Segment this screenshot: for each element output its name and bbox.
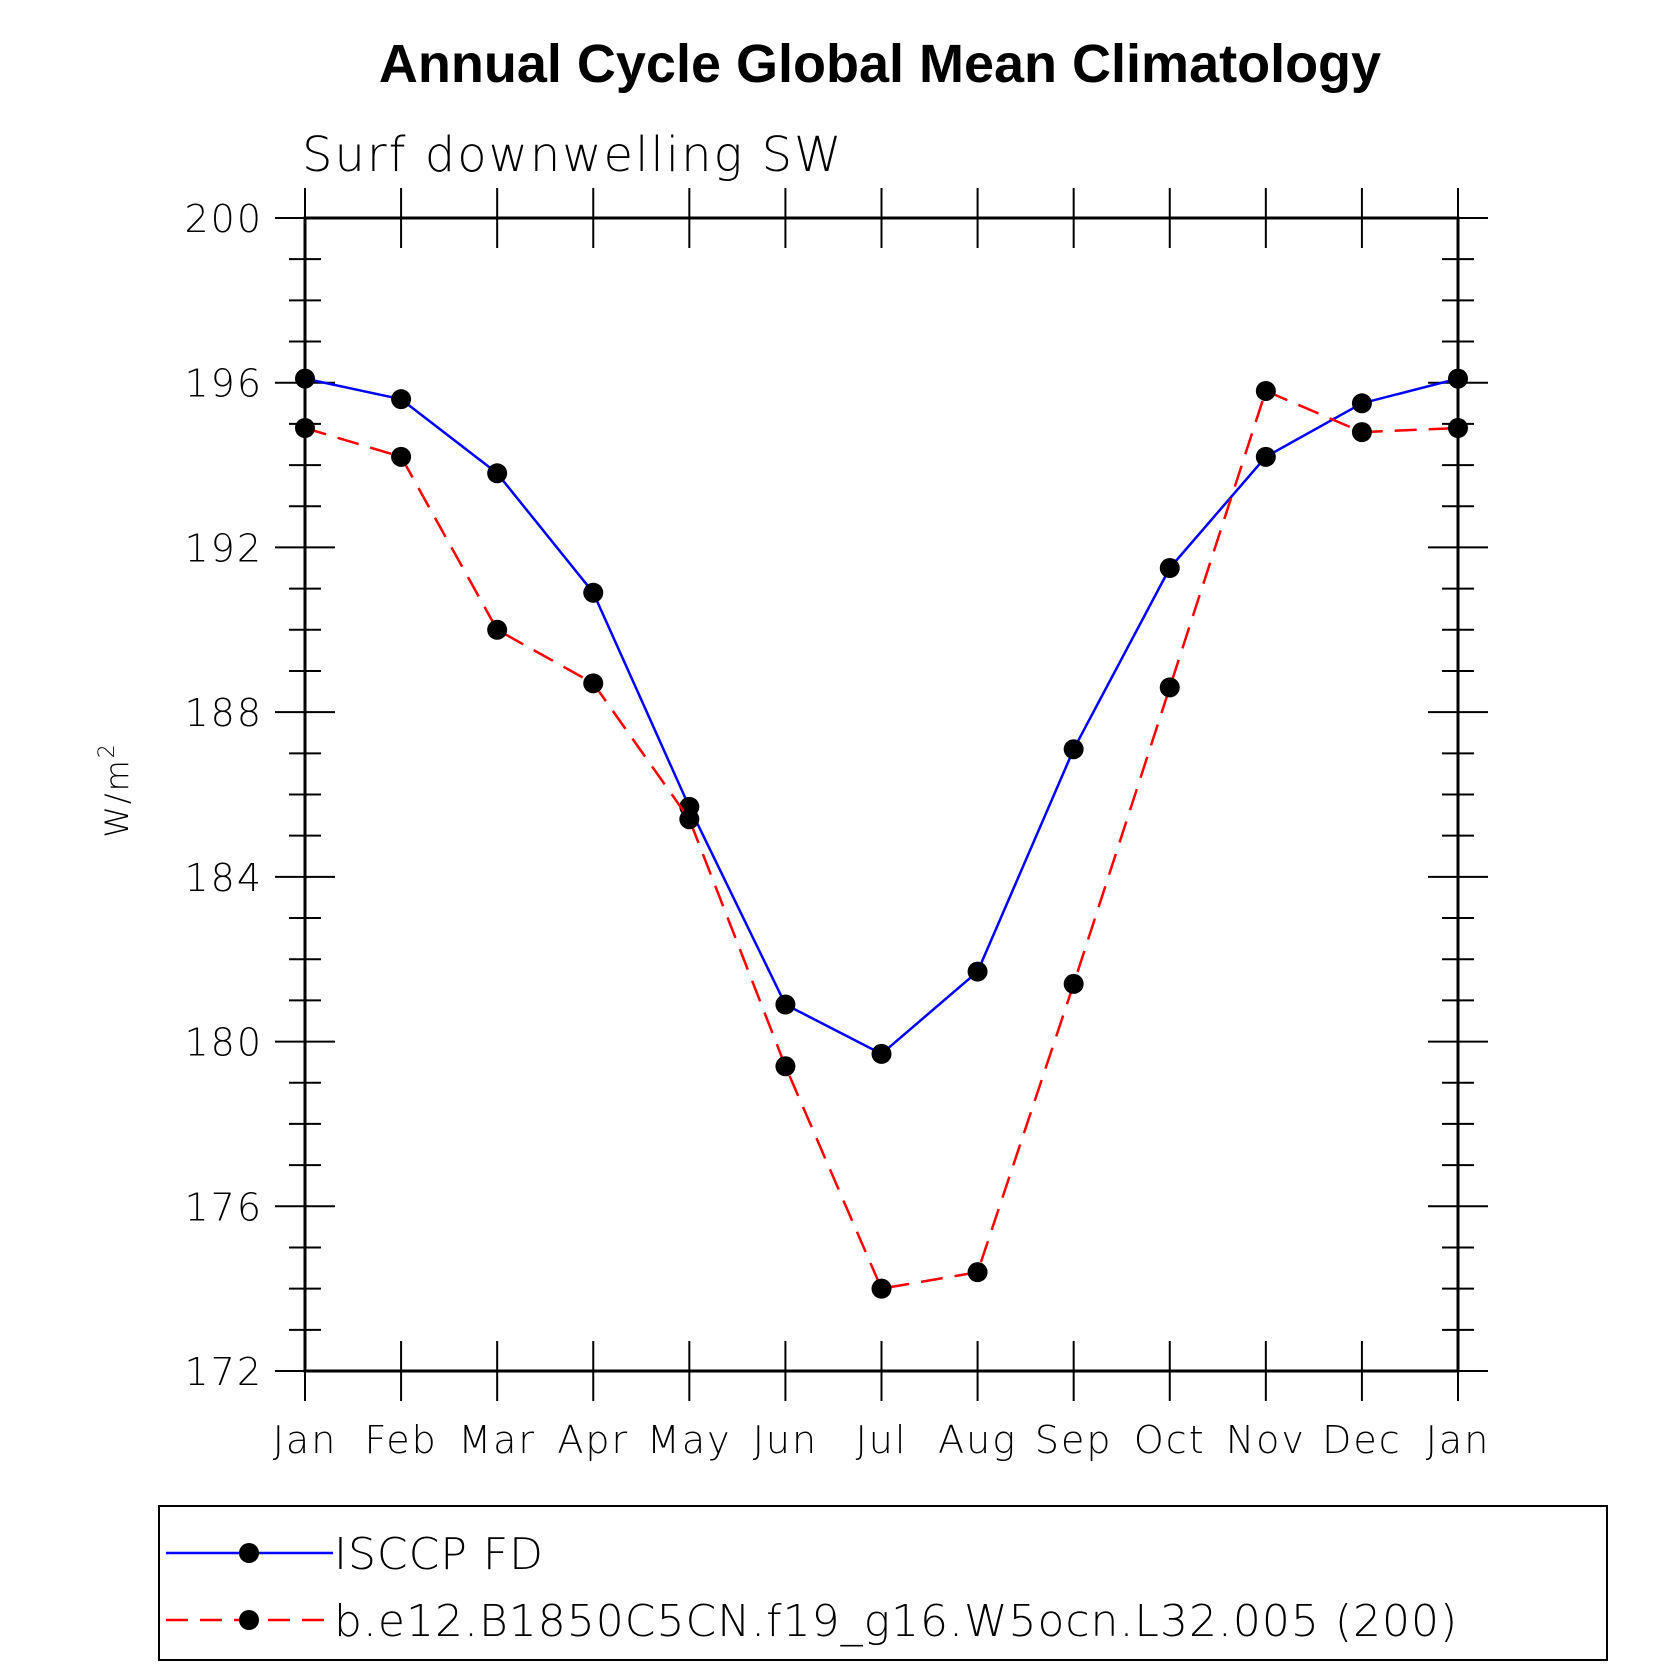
y-axis-label-superscript: 2 (95, 742, 120, 758)
data-point (1351, 393, 1372, 414)
legend: ISCCP FD b.e12.B1850C5CN.f19_g16.W5ocn.L3… (166, 1529, 1458, 1647)
data-point (487, 463, 508, 484)
x-tick-label: Jan (273, 1418, 338, 1462)
y-tick-label: 200 (184, 197, 263, 241)
x-tick-label: Oct (1134, 1418, 1206, 1462)
x-tick-label: May (647, 1418, 732, 1462)
data-point (967, 1262, 988, 1283)
data-point (391, 389, 412, 410)
x-tick-label: Apr (557, 1418, 629, 1462)
legend-label: b.e12.B1850C5CN.f19_g16.W5ocn.L32.005 (2… (334, 1596, 1458, 1647)
data-point (583, 673, 604, 694)
y-tick-label: 196 (184, 362, 263, 406)
data-point (1063, 973, 1084, 994)
data-point (1159, 677, 1180, 698)
x-tick-label: Sep (1035, 1418, 1113, 1462)
series-1 (295, 368, 1468, 1064)
data-point (295, 418, 315, 439)
data-point (775, 994, 796, 1015)
y-tick-label: 188 (184, 691, 263, 735)
legend-marker (239, 1543, 259, 1563)
y-axis-label: W/m2 (95, 742, 136, 838)
x-tick-label: Dec (1322, 1418, 1402, 1462)
data-point (1448, 418, 1468, 439)
x-tick-label: Aug (938, 1418, 1017, 1462)
data-point (1063, 739, 1084, 760)
series (295, 368, 1468, 1299)
series-line (304, 377, 1459, 1056)
axes: 172 176 180 184 188 192 196 200 Jan Feb Mar Apr May J… (184, 188, 1491, 1462)
x-tick-label: Jan (1426, 1418, 1491, 1462)
data-point (679, 809, 700, 830)
series-line (304, 389, 1459, 1290)
series-2 (295, 380, 1468, 1299)
svg-text:W/m2: W/m2 (95, 742, 136, 838)
data-point (967, 961, 988, 982)
y-tick-label: 192 (184, 526, 263, 570)
x-tick-label: Jul (856, 1418, 908, 1462)
x-tick-label: Jun (753, 1418, 818, 1462)
chart-title: Annual Cycle Global Mean Climatology (379, 34, 1381, 94)
x-tick-label: Nov (1226, 1418, 1306, 1462)
x-tick-label: Feb (364, 1418, 437, 1462)
data-point (487, 619, 508, 640)
legend-marker (239, 1610, 259, 1630)
legend-entry: b.e12.B1850C5CN.f19_g16.W5ocn.L32.005 (2… (166, 1596, 1458, 1647)
legend-box (158, 1505, 1608, 1661)
data-point (1448, 368, 1468, 389)
y-axis-label-text: W/m (98, 758, 136, 838)
y-tick-label: 184 (184, 856, 263, 900)
data-point (1255, 446, 1276, 467)
y-tick-label: 180 (184, 1021, 263, 1065)
legend-label: ISCCP FD (334, 1529, 544, 1580)
data-point (775, 1056, 796, 1077)
plot-frame (303, 216, 1460, 1373)
y-tick-label: 176 (184, 1185, 263, 1229)
x-tick-label: Mar (458, 1418, 536, 1462)
chart-subtitle: Surf downwelling SW (302, 127, 844, 183)
data-point (583, 582, 604, 603)
data-point (1159, 558, 1180, 579)
data-point (391, 446, 412, 467)
data-point (871, 1043, 892, 1064)
data-point (1351, 422, 1372, 443)
legend-entry: ISCCP FD (166, 1529, 544, 1580)
data-point (1255, 380, 1276, 401)
y-tick-label: 172 (184, 1350, 263, 1394)
data-point (295, 368, 315, 389)
data-point (871, 1278, 892, 1299)
